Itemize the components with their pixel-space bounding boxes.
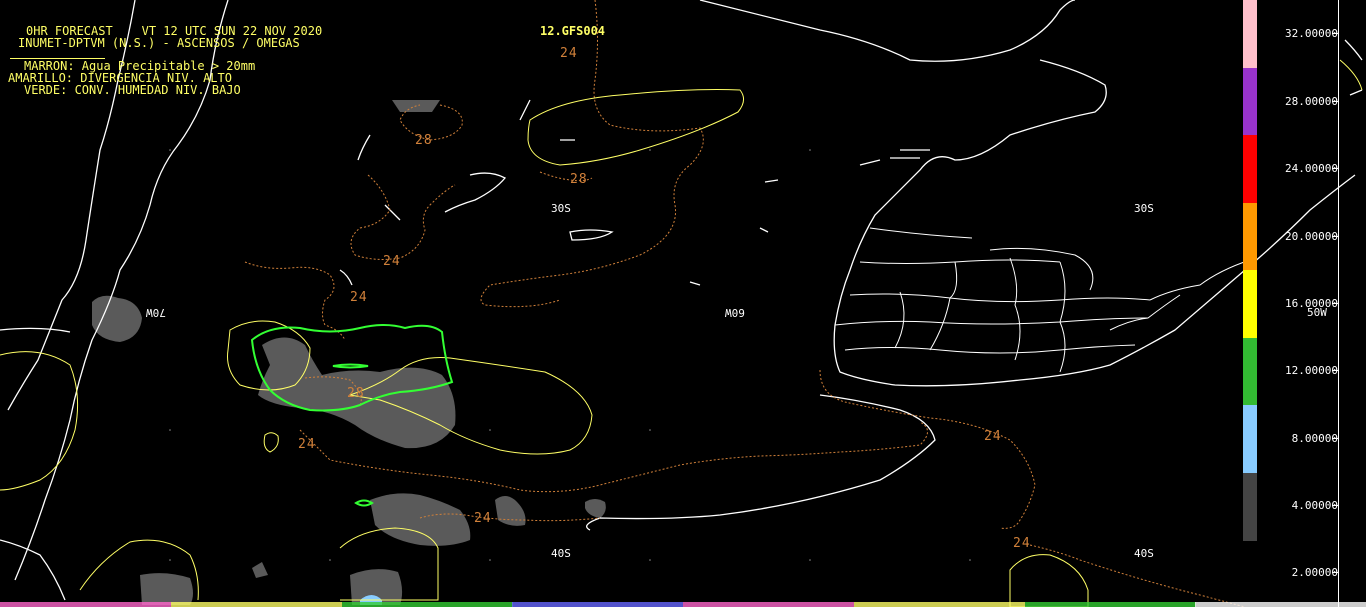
colorbar-label: 24.00000 <box>1285 162 1338 175</box>
legend-amarillo: AMARILLO: DIVERGENCIA NIV. ALTO <box>8 71 232 85</box>
contour-label: 24 <box>298 437 316 452</box>
colorbar-label: 12.00000 <box>1285 364 1338 377</box>
convergence-contours <box>250 324 454 507</box>
colorbar-segment <box>1243 337 1257 406</box>
bottom-strip-segment <box>853 602 1025 607</box>
contour-label: 24 <box>560 46 578 61</box>
colorbar-label: 2.00000 <box>1291 566 1338 579</box>
contour-label: 24 <box>383 254 401 269</box>
colorbar-axis <box>1338 0 1339 607</box>
divergence-contours <box>0 59 1363 607</box>
colorbar-tick <box>1332 572 1338 573</box>
contour-label: 28 <box>415 133 433 148</box>
lat-label-40s-right: 40S <box>1134 547 1154 560</box>
contour-label: 24 <box>350 290 368 305</box>
legend-marron: MARRON: Agua Precipitable > 20mm <box>24 59 256 73</box>
colorbar-label: 32.00000 <box>1285 27 1338 40</box>
lon-label-70w: 70W <box>146 306 166 319</box>
contour-label: 24 <box>1013 536 1031 551</box>
bottom-color-strip <box>0 602 1366 607</box>
legend-verde: VERDE: CONV. HUMEDAD NIV. BAJO <box>24 83 241 97</box>
model-label: 12.GFS004 <box>540 24 606 38</box>
colorbar-tick <box>1332 168 1338 169</box>
colorbar-tick <box>1332 370 1338 371</box>
colorbar-label: 16.00000 <box>1285 297 1338 310</box>
bottom-strip-segment <box>170 602 342 607</box>
lon-label-50w: 50W <box>1307 306 1327 319</box>
colorbar-tick <box>1332 33 1338 34</box>
contour-label: 28 <box>570 172 588 187</box>
forecast-title: 0HR FORECAST VT 12 UTC SUN 22 NOV 2020 <box>26 24 323 38</box>
colorbar-segment <box>1243 135 1257 203</box>
colorbar-segment <box>1243 0 1257 68</box>
forecast-source: INUMET-DPTVM (N.S.) - ASCENSOS / OMEGAS <box>18 36 300 50</box>
colorbar-label: 4.00000 <box>1291 499 1338 512</box>
colorbar-label: 28.00000 <box>1285 95 1338 108</box>
colorbar-tick <box>1332 236 1338 237</box>
contour-label: 24 <box>984 429 1002 444</box>
lat-label-30s-right: 30S <box>1134 202 1154 215</box>
colorbar-label: 8.00000 <box>1291 432 1338 445</box>
bottom-strip-segment <box>1024 602 1196 607</box>
contour-label: 24 <box>474 511 492 526</box>
colorbar-tick <box>1332 101 1338 102</box>
bottom-strip-segment <box>341 602 513 607</box>
header-divider <box>10 58 105 59</box>
colorbar-segment <box>1243 472 1257 541</box>
colorbar <box>1243 0 1257 541</box>
lat-label-40s-center: 40S <box>551 547 571 560</box>
bottom-strip-segment <box>512 602 684 607</box>
colorbar-segment <box>1243 202 1257 271</box>
precip-water-contours <box>244 0 1246 607</box>
colorbar-segment <box>1243 270 1257 338</box>
political-boundaries <box>834 227 1251 373</box>
grid-dots <box>169 149 971 561</box>
colorbar-tick <box>1332 505 1338 506</box>
bottom-strip-segment <box>1195 602 1366 607</box>
colorbar-label: 20.00000 <box>1285 230 1338 243</box>
colorbar-tick <box>1332 438 1338 439</box>
colorbar-segment <box>1243 405 1257 473</box>
contour-label: 28 <box>347 386 365 401</box>
bottom-strip-segment <box>0 602 171 607</box>
lon-label-60w: 60W <box>725 306 745 319</box>
colorbar-segment <box>1243 67 1257 136</box>
colorbar-tick <box>1332 303 1338 304</box>
omega-shading <box>92 100 606 605</box>
lat-label-30s-center: 30S <box>551 202 571 215</box>
bottom-strip-segment <box>683 602 854 607</box>
